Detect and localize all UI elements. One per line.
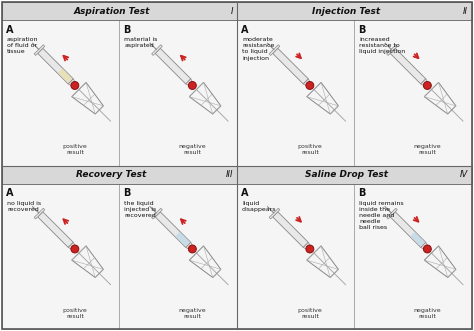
Circle shape [71,245,79,253]
Text: positive
result: positive result [63,144,87,156]
Polygon shape [38,212,73,248]
Polygon shape [273,212,308,248]
Circle shape [423,81,431,89]
Polygon shape [273,48,308,84]
Polygon shape [68,242,76,250]
Text: negative
result: negative result [179,308,206,319]
Polygon shape [152,45,162,55]
Polygon shape [155,212,191,248]
Text: Aspiration Test: Aspiration Test [73,7,150,16]
Bar [119,20,237,166]
Text: increased
resistance to
liquid injection: increased resistance to liquid injection [359,37,406,54]
Text: B: B [124,188,131,199]
Text: aspiration
of fluid or
tissue: aspiration of fluid or tissue [7,37,38,54]
Text: material is
aspirated: material is aspirated [125,37,158,48]
Bar [2,20,119,166]
Bar [237,20,355,166]
Bar [2,166,237,183]
Polygon shape [186,242,193,250]
Text: the liquid
injected is
recovered: the liquid injected is recovered [125,201,157,218]
Bar [237,2,472,20]
Bar [355,20,472,166]
Polygon shape [303,242,311,250]
Text: B: B [358,188,366,199]
Text: liquid remains
inside the
needle and
needle
ball rises: liquid remains inside the needle and nee… [359,201,404,230]
Polygon shape [421,79,428,87]
Polygon shape [38,48,73,84]
Circle shape [188,81,196,89]
Text: positive
result: positive result [298,144,322,156]
Text: positive
result: positive result [298,308,322,319]
Text: no liquid is
recovered: no liquid is recovered [7,201,41,212]
Circle shape [71,81,79,89]
Bar [2,183,119,329]
Polygon shape [421,242,428,250]
Polygon shape [390,212,426,248]
Bar [355,183,472,329]
Text: III: III [226,170,233,179]
Circle shape [306,245,314,253]
Polygon shape [387,45,397,55]
Bar [2,2,237,20]
Text: moderate
resistance
to liquid
injection: moderate resistance to liquid injection [242,37,274,61]
Text: B: B [358,25,366,35]
Text: negative
result: negative result [413,144,441,156]
Polygon shape [34,45,45,55]
Text: A: A [241,188,248,199]
Bar [119,183,237,329]
Text: B: B [124,25,131,35]
Polygon shape [410,232,425,246]
Text: negative
result: negative result [413,308,441,319]
Polygon shape [175,232,190,246]
Text: Injection Test: Injection Test [312,7,381,16]
Text: Recovery Test: Recovery Test [76,170,146,179]
Text: I: I [230,7,233,16]
Polygon shape [68,79,76,87]
Polygon shape [186,79,193,87]
Text: IV: IV [460,170,468,179]
Text: A: A [6,25,13,35]
Polygon shape [155,48,191,84]
Text: A: A [6,188,13,199]
Text: A: A [241,25,248,35]
Polygon shape [152,208,162,219]
Text: liquid
disappears: liquid disappears [242,201,276,212]
Bar [237,166,472,183]
Polygon shape [269,208,280,219]
Polygon shape [58,69,72,83]
Circle shape [423,245,431,253]
Text: Saline Drop Test: Saline Drop Test [305,170,388,179]
Text: positive
result: positive result [63,308,87,319]
Circle shape [306,81,314,89]
Polygon shape [390,48,426,84]
Polygon shape [269,45,280,55]
Polygon shape [303,79,311,87]
Text: negative
result: negative result [179,144,206,156]
Bar [237,183,355,329]
Polygon shape [387,208,397,219]
Circle shape [188,245,196,253]
Text: II: II [463,7,468,16]
Polygon shape [34,208,45,219]
